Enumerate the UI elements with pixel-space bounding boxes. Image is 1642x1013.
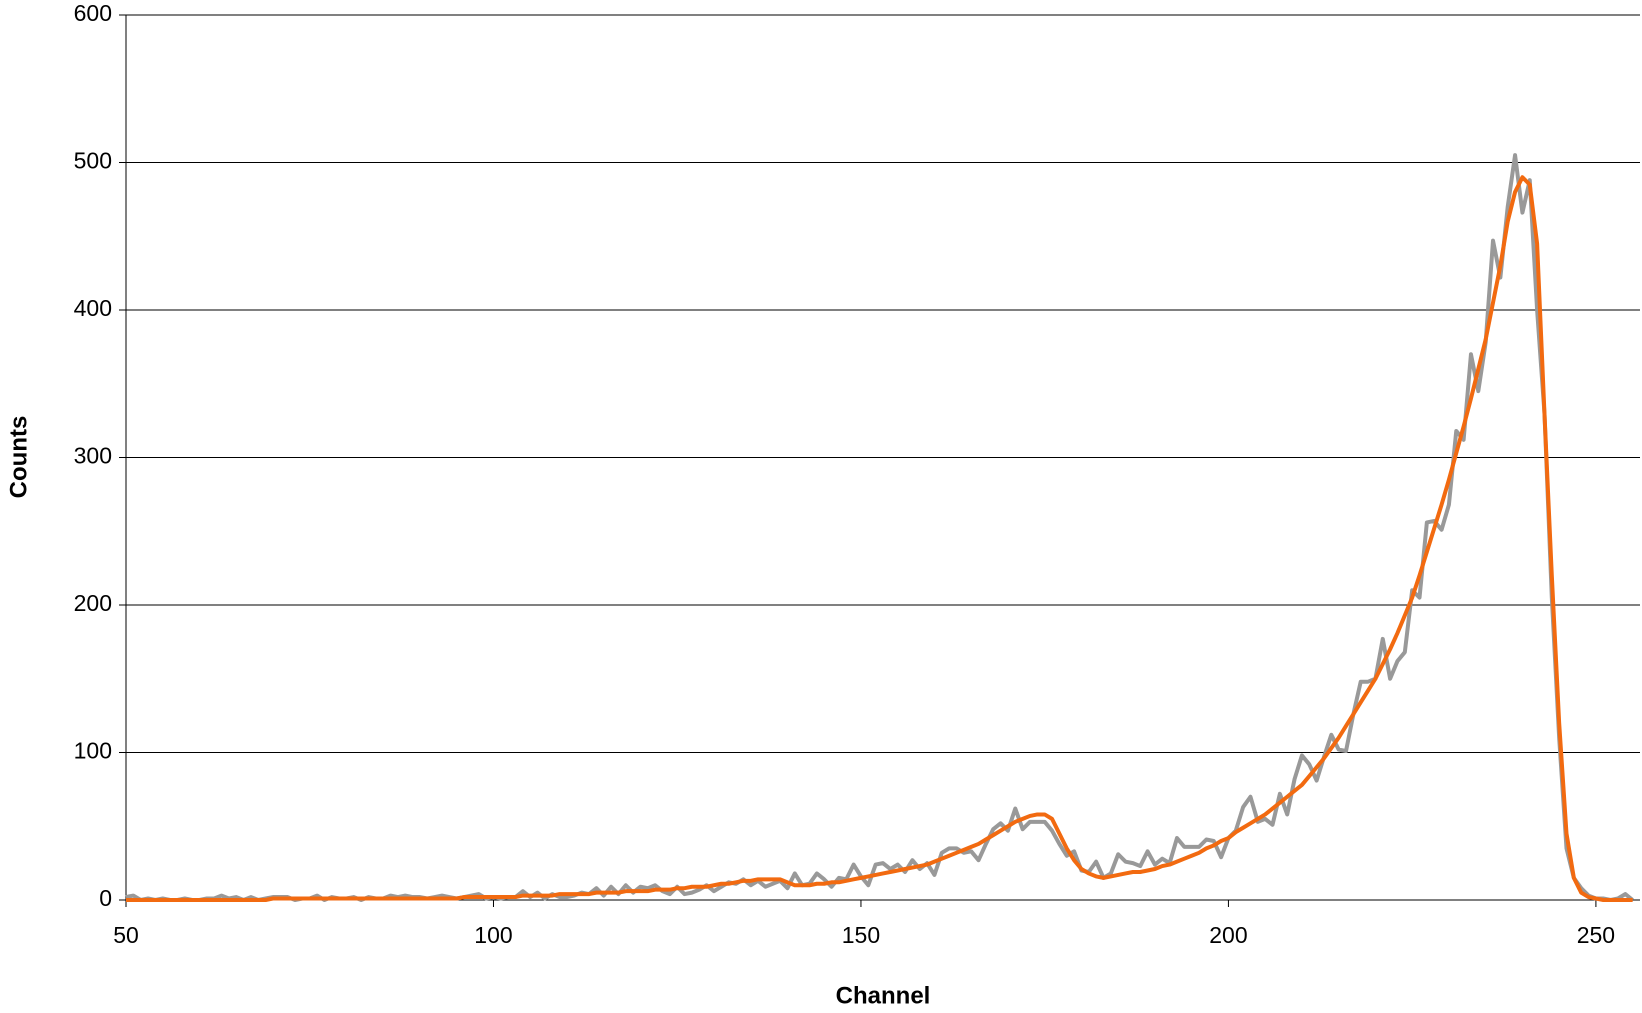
x-tick-label: 100: [474, 922, 512, 948]
data-line: [126, 175, 1633, 902]
y-axis-label: Counts: [5, 416, 32, 499]
data-line: [125, 153, 1634, 902]
y-tick-label: 600: [74, 0, 112, 26]
y-tick-label: 200: [74, 590, 112, 616]
y-tick-label: 100: [74, 738, 112, 764]
y-tick-label: 500: [74, 148, 112, 174]
y-tick-label: 400: [74, 295, 112, 321]
x-tick-label: 50: [113, 922, 139, 948]
x-tick-label: 250: [1577, 922, 1615, 948]
x-tick-label: 150: [842, 922, 880, 948]
y-tick-label: 300: [74, 443, 112, 469]
x-tick-label: 200: [1209, 922, 1247, 948]
y-tick-label: 0: [99, 885, 112, 911]
x-axis-label: Channel: [836, 982, 931, 1009]
